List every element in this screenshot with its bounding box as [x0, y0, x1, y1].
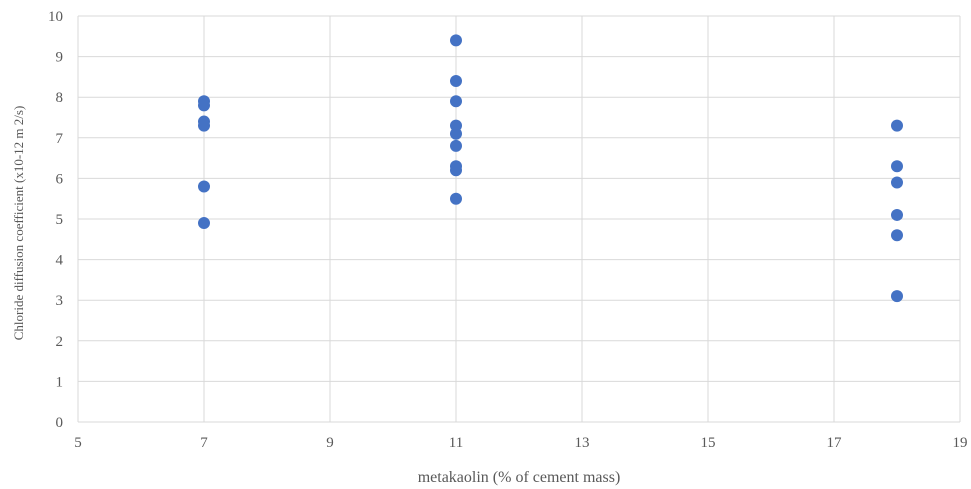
- y-tick-label-1: 1: [56, 374, 64, 390]
- x-tick-label-15: 15: [701, 435, 716, 451]
- x-tick-label-5: 5: [74, 435, 82, 451]
- y-tick-label-2: 2: [56, 334, 64, 350]
- x-tick-label-9: 9: [326, 435, 334, 451]
- y-tick-label-0: 0: [56, 415, 64, 431]
- data-point: [891, 160, 903, 173]
- x-tick-label-11: 11: [449, 435, 463, 451]
- y-axis-title: Chloride diffusion coefficient (x10-12 m…: [11, 106, 26, 341]
- y-axis-tick-labels: 0 1 2 3 4 5 6 7 8 9 10: [48, 9, 64, 431]
- data-point: [891, 119, 903, 132]
- x-tick-label-19: 19: [953, 435, 968, 451]
- y-tick-label-6: 6: [56, 171, 64, 187]
- x-tick-label-13: 13: [575, 435, 590, 451]
- y-tick-label-7: 7: [56, 131, 64, 147]
- data-point: [450, 127, 462, 140]
- y-tick-label-9: 9: [56, 50, 64, 66]
- data-point: [198, 99, 210, 112]
- data-point: [198, 180, 210, 193]
- gridlines: [77, 15, 961, 423]
- data-point: [891, 229, 903, 242]
- y-tick-label-5: 5: [56, 212, 64, 228]
- y-tick-label-10: 10: [48, 9, 63, 25]
- data-point: [450, 34, 462, 47]
- data-point: [450, 192, 462, 205]
- data-point: [450, 164, 462, 177]
- y-tick-label-4: 4: [56, 253, 64, 269]
- data-point: [891, 176, 903, 189]
- x-tick-label-7: 7: [200, 435, 208, 451]
- x-axis-title: metakaolin (% of cement mass): [418, 469, 621, 486]
- data-point: [891, 208, 903, 221]
- x-tick-label-17: 17: [827, 435, 843, 451]
- y-tick-label-3: 3: [56, 293, 64, 309]
- data-point: [198, 119, 210, 132]
- x-axis-tick-labels: 5 7 9 11 13 15 17 19: [74, 435, 967, 451]
- data-points: [198, 34, 903, 303]
- data-point: [450, 139, 462, 152]
- data-point: [450, 95, 462, 108]
- data-point: [198, 217, 210, 230]
- y-tick-label-8: 8: [56, 90, 64, 106]
- data-point: [450, 74, 462, 87]
- data-point: [891, 290, 903, 303]
